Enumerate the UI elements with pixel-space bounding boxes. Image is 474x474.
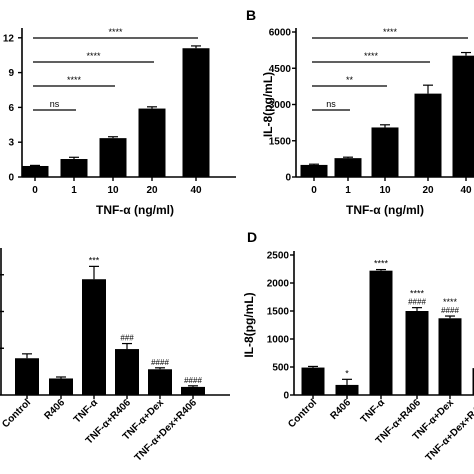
y-tick-label: 12 bbox=[3, 33, 15, 44]
significance-label: **** bbox=[67, 75, 82, 85]
y-tick-label: 9 bbox=[8, 68, 14, 79]
bar bbox=[49, 378, 73, 395]
x-tick-label: 10 bbox=[379, 185, 391, 196]
y-tick-label: 500 bbox=[272, 363, 289, 374]
significance-label: **** bbox=[410, 289, 425, 299]
significance-label: #### bbox=[151, 358, 169, 367]
x-tick-label: TNF-α bbox=[72, 397, 101, 426]
x-tick-label: 40 bbox=[190, 185, 202, 196]
bar bbox=[452, 55, 474, 177]
chart-panel-b: 0 1500 3000 4500 6000 IL-8(pg/mL) B 0 1 10 20 40 TNF… bbox=[246, 7, 474, 217]
y-tick-label: 4500 bbox=[269, 64, 292, 75]
bar bbox=[371, 127, 399, 177]
bar bbox=[60, 159, 88, 177]
bar bbox=[15, 358, 39, 395]
significance-label: *** bbox=[89, 255, 100, 265]
chart-panel-d: 0 500 1000 1500 2000 2500 IL-8(pg/mL) D Control R… bbox=[242, 229, 474, 464]
significance-label: #### bbox=[184, 376, 202, 385]
x-tick-label: TNF-α bbox=[359, 397, 388, 426]
significance-label: **** bbox=[383, 27, 398, 37]
panel-label: B bbox=[246, 7, 256, 23]
y-tick-label: 6 bbox=[8, 103, 14, 114]
significance-label: * bbox=[345, 368, 349, 378]
significance-label: #### bbox=[441, 306, 459, 315]
y-tick-label: 1500 bbox=[267, 307, 290, 318]
significance-label: **** bbox=[364, 51, 379, 61]
y-tick-label: 1000 bbox=[267, 335, 290, 346]
x-tick-label: R406 bbox=[328, 397, 353, 422]
bar bbox=[438, 318, 462, 395]
significance-label: **** bbox=[374, 259, 389, 269]
bar bbox=[414, 93, 442, 177]
y-tick-label: 2000 bbox=[267, 279, 290, 290]
significance-label: **** bbox=[443, 297, 458, 307]
y-tick-label: 3000 bbox=[269, 100, 292, 111]
chart-panel-a: 0 3 6 9 12 0 1 10 20 40 TNF-α (ng/ml) ns **** **** ***… bbox=[3, 27, 236, 217]
significance-label: ns bbox=[50, 99, 60, 109]
x-tick-label: 1 bbox=[345, 185, 351, 196]
y-tick-label: 2500 bbox=[267, 251, 290, 262]
y-tick-label: 6000 bbox=[269, 28, 292, 39]
bar bbox=[369, 270, 393, 395]
bar bbox=[82, 279, 106, 395]
significance-label: ns bbox=[326, 99, 336, 109]
y-tick-label: 3 bbox=[8, 138, 14, 149]
bar bbox=[138, 108, 166, 177]
significance-label: **** bbox=[108, 27, 123, 37]
panel-label: D bbox=[247, 229, 257, 245]
y-axis-label: IL-8(pg/mL) bbox=[242, 292, 256, 357]
y-tick-label: 1500 bbox=[269, 136, 292, 147]
y-axis-label: IL-8(pg/mL) bbox=[261, 72, 275, 137]
x-tick-label: 20 bbox=[422, 185, 434, 196]
y-tick-label: 0 bbox=[8, 173, 14, 184]
y-tick-label: 0 bbox=[285, 173, 291, 184]
bar bbox=[335, 384, 359, 395]
bar bbox=[115, 349, 139, 395]
x-axis-label: TNF-α (ng/ml) bbox=[96, 203, 174, 217]
bar bbox=[148, 369, 172, 395]
bar bbox=[99, 138, 127, 177]
bar bbox=[405, 311, 429, 395]
significance-label: **** bbox=[86, 51, 101, 61]
significance-label: #### bbox=[408, 298, 426, 307]
bar bbox=[300, 164, 328, 177]
bar bbox=[181, 386, 205, 395]
x-tick-label: 1 bbox=[71, 185, 77, 196]
x-tick-label: 0 bbox=[311, 185, 317, 196]
chart-panel-c: Control R406 TNF-α***TNF-α+R406###TNF-α+De… bbox=[0, 248, 230, 464]
x-tick-label: 20 bbox=[146, 185, 158, 196]
x-tick-label: 0 bbox=[32, 185, 38, 196]
x-tick-label: Control bbox=[286, 397, 319, 430]
significance-label: ** bbox=[346, 75, 354, 85]
bar bbox=[182, 48, 210, 177]
bar bbox=[472, 368, 474, 395]
bar bbox=[334, 158, 362, 177]
x-tick-label: R406 bbox=[42, 397, 67, 422]
x-axis-label: TNF-α (ng/ml) bbox=[346, 203, 424, 217]
x-tick-label: TNF-α+Dex+R406 bbox=[133, 397, 200, 464]
bar bbox=[21, 165, 49, 177]
bar bbox=[301, 367, 325, 395]
x-tick-label: 40 bbox=[460, 185, 472, 196]
significance-label: ### bbox=[120, 334, 134, 343]
y-tick-label: 0 bbox=[283, 391, 289, 402]
x-tick-label: 10 bbox=[107, 185, 119, 196]
x-tick-label: Control bbox=[0, 397, 33, 430]
